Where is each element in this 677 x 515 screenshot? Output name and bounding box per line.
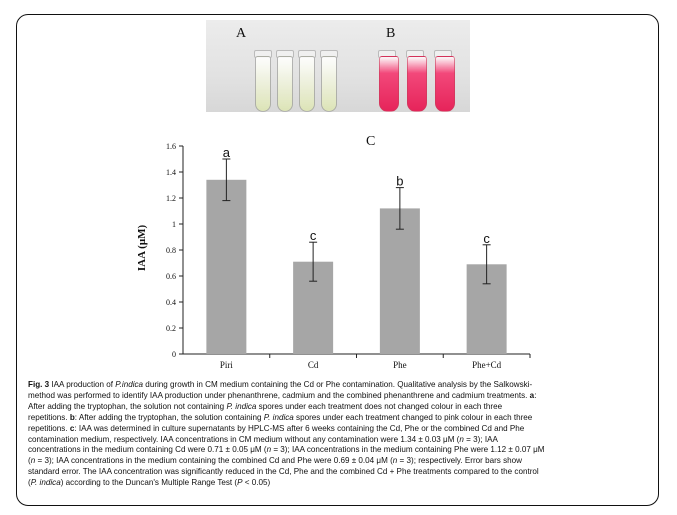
caption-line: repetitions. b: After adding the tryptop… [28,413,648,424]
caption-line: After adding the tryptophan, the solutio… [28,402,648,413]
caption-segment: P. indica [226,401,257,411]
caption-line: contamination medium, respectively. IAA … [28,435,648,446]
panel-label-a: A [236,26,247,41]
significance-letter: b [396,174,403,189]
y-tick-label: 1.6 [166,142,176,151]
y-tick-label: 0 [172,350,176,359]
caption-segment: ( [28,456,31,466]
y-tick-label: 0.6 [166,272,176,281]
caption-segment: n [30,456,36,466]
caption-segment: repetitions. [28,423,70,433]
caption-segment: spores under each treatment does not cha… [256,401,503,411]
x-tick-label: Cd [308,360,319,370]
caption-line: standard error. The IAA concentration wa… [28,467,648,478]
caption-segment: : After adding the tryptophan, the solut… [74,412,264,422]
x-tick-label: Phe+Cd [472,360,502,370]
significance-letter: c [310,228,317,243]
caption-segment: method was performed to identify IAA pro… [28,390,530,400]
caption-segment: standard error. The IAA concentration wa… [28,467,539,477]
panel-label-b: B [386,26,396,41]
caption-line: repetitions. c: IAA was determined in cu… [28,424,648,435]
caption-segment: IAA production of [49,380,116,389]
caption-line: Fig. 3 IAA production of P.indica during… [28,380,648,391]
x-tick-label: Phe [393,360,407,370]
caption-segment: P. indica [263,412,294,422]
caption-line: (P. indica) according to the Duncan's Mu… [28,478,648,489]
caption-segment: ) according to the Duncan's Multiple Ran… [60,478,238,488]
caption-line: concentrations in the medium containing … [28,445,648,456]
significance-letter: c [483,231,490,246]
caption-segment: P. indica [30,478,61,488]
bar [379,208,420,354]
caption-segment: : IAA was determined in culture supernat… [74,423,525,433]
caption-segment: during growth in CM medium containing th… [143,380,533,389]
caption-segment: = 3); IAA [463,434,498,444]
caption-segment: a [529,390,535,400]
caption-segment: = 3); respectively. Error bars show [397,456,522,466]
y-tick-label: 1.2 [166,194,176,203]
y-tick-label: 1 [172,220,176,229]
caption-segment: ( [28,478,31,488]
y-tick-label: 0.4 [166,298,176,307]
bar [206,179,247,354]
caption-segment: Fig. 3 [28,380,50,389]
caption-segment: c [69,423,75,433]
caption-segment: n [459,434,464,444]
caption-segment: n [266,445,272,455]
caption-segment: contamination medium, respectively. IAA … [28,434,460,444]
caption-segment: P [237,478,243,488]
figure-caption: Fig. 3 IAA production of P.indica during… [28,380,648,489]
significance-letter: a [223,145,231,160]
caption-segment: < 0.05) [242,478,271,488]
caption-line: method was performed to identify IAA pro… [28,391,648,402]
y-tick-label: 0.8 [166,246,176,255]
caption-segment: n [392,456,398,466]
caption-line: (n = 3); IAA concentrations in the mediu… [28,456,648,467]
caption-segment: = 3); IAA concentrations in the medium c… [271,445,545,455]
tube-photo: A B [206,20,470,112]
caption-segment: repetitions. [28,412,70,422]
caption-segment: P.indica [115,380,144,389]
caption-segment: After adding the tryptophan, the solutio… [28,401,227,411]
caption-segment: = 3); IAA concentrations in the medium c… [35,456,393,466]
x-tick-label: Piri [220,360,234,370]
caption-segment: concentrations in the medium containing … [28,445,267,455]
chart-layer: 0 0.2 0.4 0.6 0.8 1 1.2 1.4 1.6 a Piri c Cd b Phe c Phe+… [166,142,531,370]
y-tick-label: 1.4 [166,168,176,177]
y-axis-label: IAA (μM) [136,225,148,272]
figure-frame [16,14,659,506]
caption-segment: spores under each treatment changed to p… [293,412,533,422]
caption-segment: : [534,390,537,400]
caption-segment: b [69,412,75,422]
panel-label-c: C [366,134,375,149]
y-tick-label: 0.2 [166,324,176,333]
iaa-bar-chart: C 0 0.2 0.4 0.6 0.8 1 1.2 1.4 1.6 a Piri c Cd b Phe c Ph… [136,134,531,370]
